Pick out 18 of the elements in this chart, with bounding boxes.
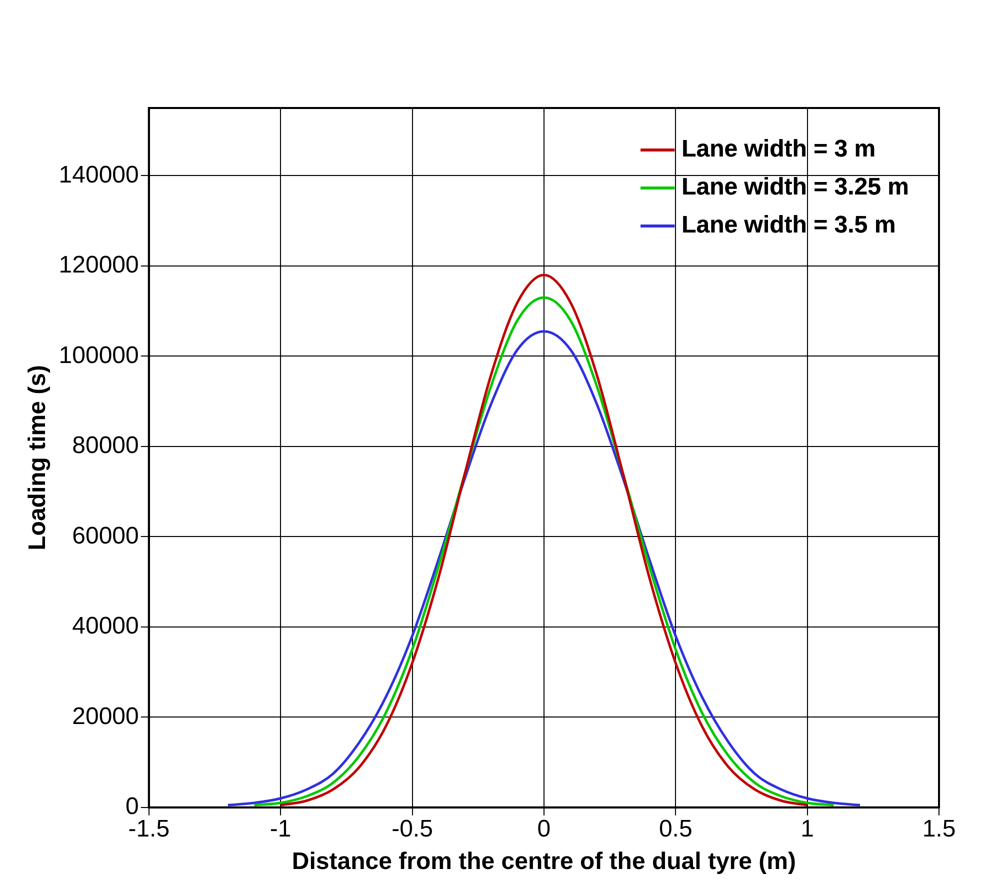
y-tick-label: 20000	[72, 702, 139, 730]
y-tick-label: 120000	[58, 252, 139, 279]
legend-label: Lane width = 3 m	[682, 136, 876, 163]
y-tick-label: 60000	[72, 522, 139, 550]
y-tick-label: 100000	[58, 342, 139, 369]
x-tick-label: -0.5	[392, 815, 433, 842]
legend-label: Lane width = 3.5 m	[682, 212, 896, 239]
x-tick-label: 1	[800, 815, 814, 842]
x-axis-title: Distance from the centre of the dual tyre (m)	[292, 848, 796, 876]
x-tick-label: 1.5	[922, 815, 956, 842]
x-tick-label: 0.5	[658, 815, 692, 842]
x-tick-label: 0	[537, 815, 551, 842]
y-tick-label: 40000	[72, 612, 139, 640]
y-axis-title: Loading time (s)	[24, 365, 52, 550]
x-tick-label: -1	[270, 815, 292, 842]
legend-label: Lane width = 3.25 m	[682, 174, 910, 201]
y-tick-label: 140000	[58, 161, 139, 188]
y-tick-label: 80000	[72, 432, 139, 460]
